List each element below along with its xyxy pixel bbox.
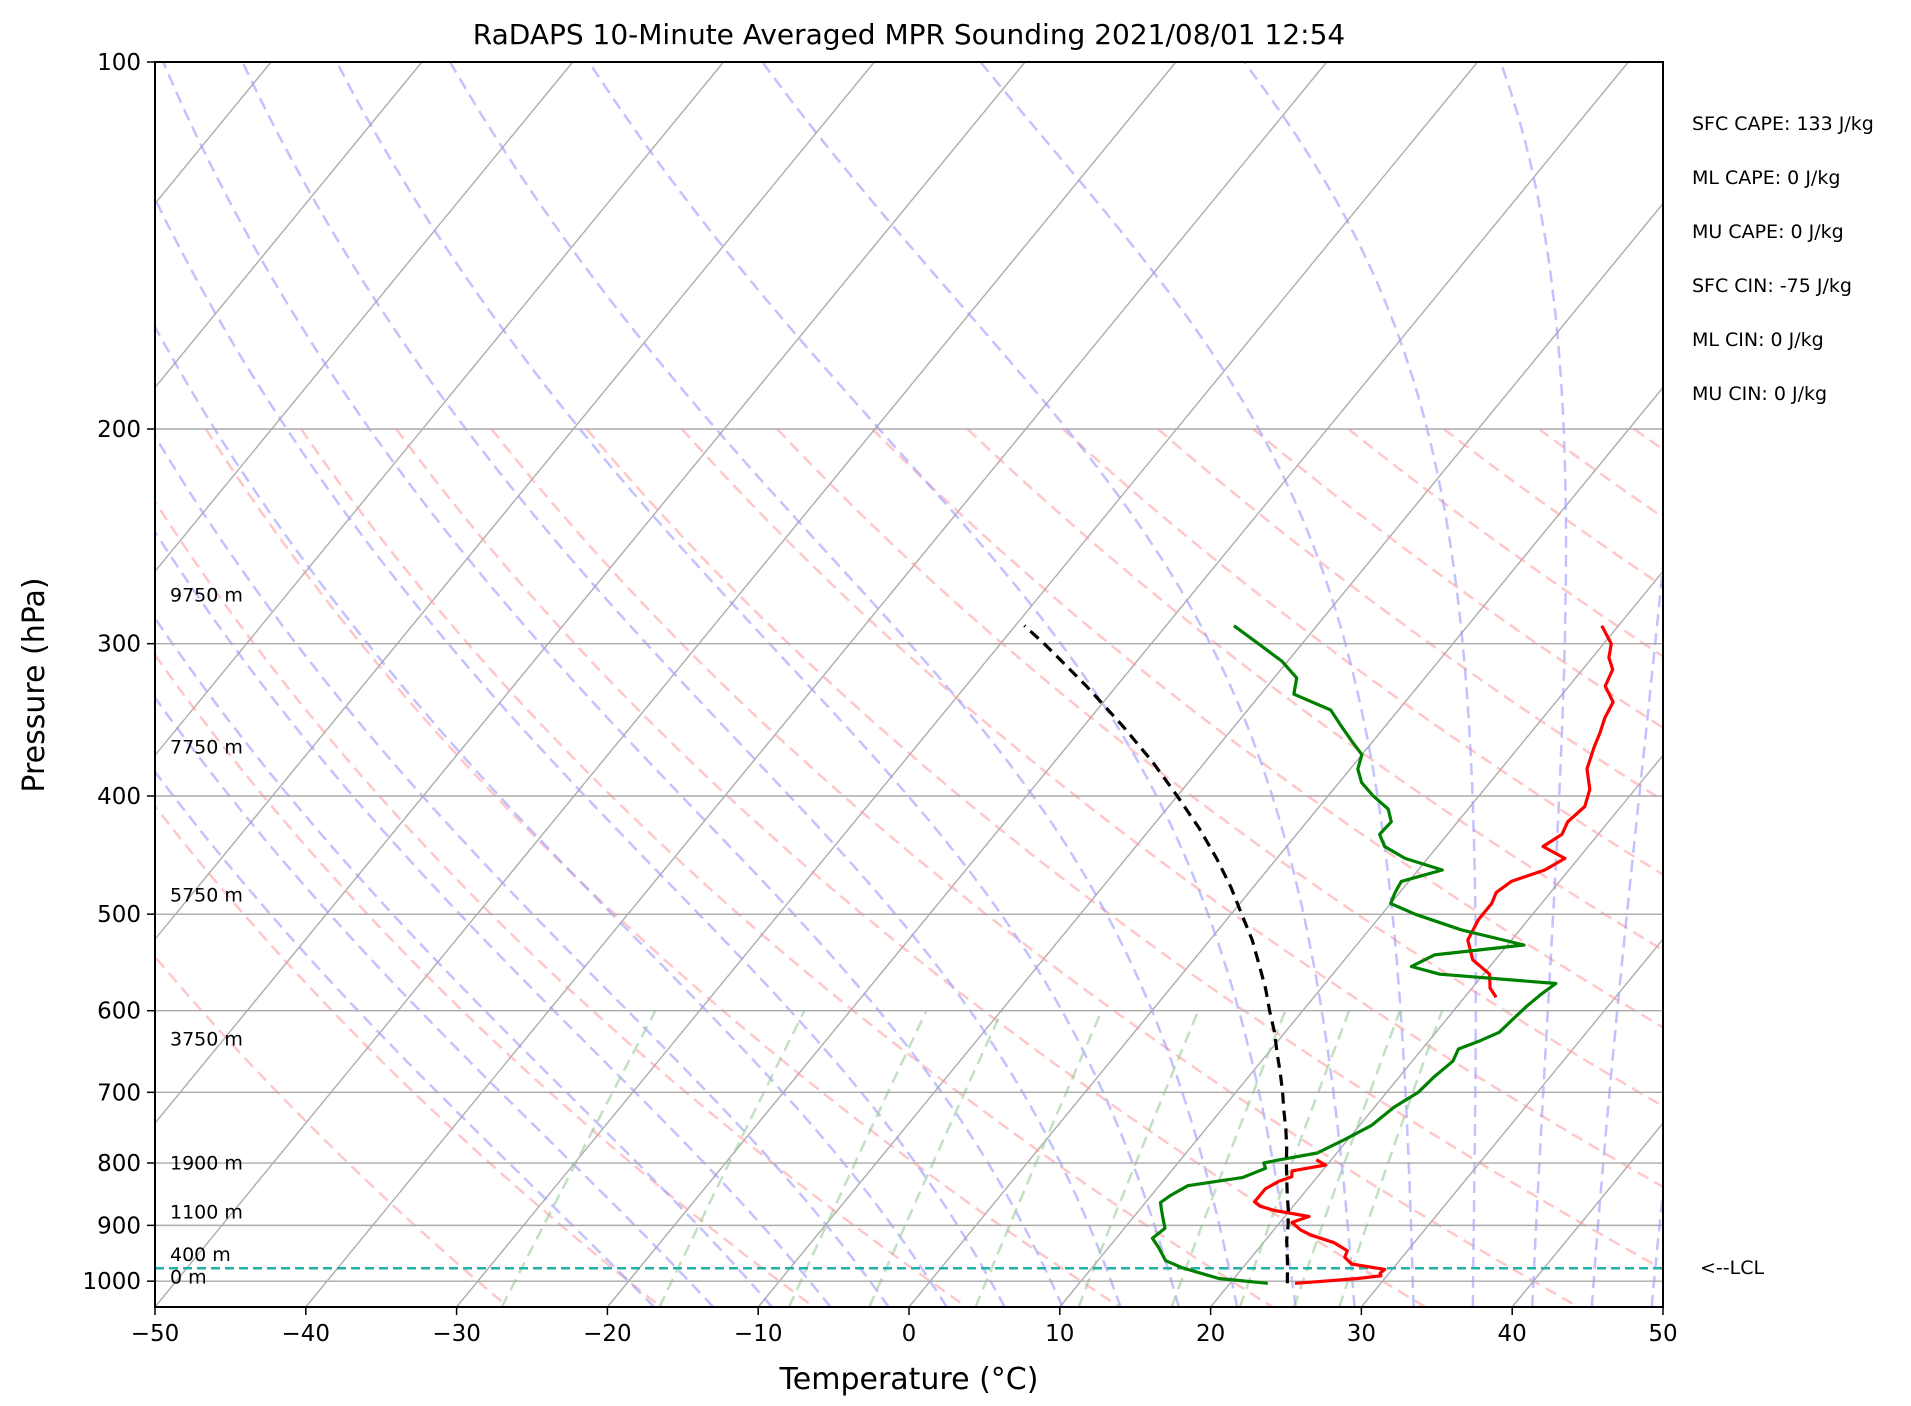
temperature-profile-line bbox=[1252, 1158, 1387, 1285]
moist-adiabat-line bbox=[155, 616, 774, 1307]
isotherm-line bbox=[908, 386, 1663, 1307]
height-label: 400 m bbox=[170, 1244, 231, 1266]
dry-adiabat-line bbox=[776, 428, 1663, 1108]
stability-index-label: SFC CAPE: 133 J/kg bbox=[1692, 113, 1874, 135]
x-tick-label: 0 bbox=[902, 1321, 917, 1347]
x-tick-label: −10 bbox=[734, 1321, 783, 1347]
data-profiles bbox=[155, 624, 1663, 1285]
x-axis-label: Temperature (°C) bbox=[779, 1362, 1039, 1397]
y-tick-label: 700 bbox=[97, 1080, 141, 1106]
dry-adiabat-line bbox=[680, 428, 1663, 1189]
isotherm-line bbox=[155, 62, 1026, 1125]
moist-adiabat-line bbox=[335, 62, 1181, 1307]
stability-index-label: ML CAPE: 0 J/kg bbox=[1692, 167, 1840, 189]
moist-adiabat-line bbox=[1243, 62, 1478, 1307]
dry-adiabat-line bbox=[155, 954, 509, 1307]
x-tick-label: 30 bbox=[1347, 1321, 1376, 1347]
isotherm-line bbox=[305, 62, 1328, 1307]
x-tick-label: 50 bbox=[1648, 1321, 1677, 1347]
moist-adiabat-line bbox=[1590, 553, 1663, 1307]
mixing-ratio-line bbox=[974, 1010, 1103, 1307]
isotherm-line bbox=[606, 62, 1629, 1307]
dry-adiabat-line bbox=[395, 428, 1427, 1307]
moist-adiabat-line bbox=[761, 62, 1356, 1307]
dry-adiabat-line bbox=[155, 652, 815, 1307]
moist-adiabat-line bbox=[155, 433, 890, 1307]
stability-index-label: MU CAPE: 0 J/kg bbox=[1692, 221, 1844, 243]
pressure-gridlines bbox=[155, 62, 1663, 1282]
dry-adiabat-line bbox=[155, 499, 968, 1307]
moist-adiabat-line bbox=[587, 62, 1297, 1307]
isotherm-line bbox=[1360, 938, 1663, 1307]
height-label: 9750 m bbox=[170, 584, 243, 606]
isotherm-line bbox=[155, 62, 1177, 1307]
y-tick-label: 1000 bbox=[82, 1269, 141, 1295]
isotherm-line bbox=[155, 62, 574, 573]
height-label: 5750 m bbox=[170, 884, 243, 906]
height-label: 1100 m bbox=[170, 1201, 243, 1223]
moist-adiabat-line bbox=[155, 324, 948, 1307]
isotherm-line bbox=[757, 202, 1663, 1307]
moist-adiabat-line bbox=[155, 769, 656, 1307]
x-tick-label: 40 bbox=[1498, 1321, 1527, 1347]
isotherm-line bbox=[155, 62, 725, 757]
moist-adiabat-line bbox=[1499, 62, 1568, 1307]
dewpoint-profile-line bbox=[1150, 624, 1558, 1285]
y-tick-label: 300 bbox=[97, 632, 141, 658]
isotherm-line bbox=[456, 62, 1479, 1307]
moist-adiabat-line bbox=[1650, 1181, 1663, 1307]
x-tick-label: −30 bbox=[432, 1321, 481, 1347]
moist-adiabat-line bbox=[155, 695, 715, 1307]
moist-adiabat-line bbox=[155, 529, 832, 1307]
x-tick-label: 10 bbox=[1045, 1321, 1074, 1347]
height-label: 0 m bbox=[170, 1266, 207, 1288]
dry-adiabat-line bbox=[1157, 428, 1663, 802]
stability-indices: SFC CAPE: 133 J/kg ML CAPE: 0 J/kg MU CAPE… bbox=[1692, 113, 1874, 405]
x-tick-label: 20 bbox=[1196, 1321, 1225, 1347]
background-reference-lines bbox=[155, 62, 1663, 1307]
moist-adiabat-line bbox=[162, 62, 1064, 1307]
y-tick-label: 400 bbox=[97, 784, 141, 810]
isotherm-line bbox=[155, 62, 875, 941]
y-tick-label: 100 bbox=[97, 50, 141, 76]
dry-adiabat-line bbox=[300, 428, 1274, 1307]
moist-adiabat-line bbox=[241, 62, 1122, 1307]
lcl-label: <--LCL bbox=[1700, 1257, 1764, 1279]
y-tick-label: 200 bbox=[97, 417, 141, 443]
isotherm-line bbox=[1210, 754, 1663, 1307]
chart-title: RaDAPS 10-Minute Averaged MPR Sounding 2… bbox=[473, 18, 1345, 51]
isotherm-line bbox=[155, 62, 423, 389]
isotherm-line bbox=[1059, 570, 1663, 1307]
stability-index-label: MU CIN: 0 J/kg bbox=[1692, 383, 1827, 405]
moist-adiabat-line bbox=[979, 62, 1415, 1307]
y-tick-label: 500 bbox=[97, 902, 141, 928]
y-tick-label: 900 bbox=[97, 1213, 141, 1239]
y-tick-label: 600 bbox=[97, 999, 141, 1025]
height-label: 1900 m bbox=[170, 1153, 243, 1175]
height-label: 7750 m bbox=[170, 736, 243, 758]
moist-adiabat-line bbox=[448, 62, 1239, 1307]
y-tick-label: 800 bbox=[97, 1151, 141, 1177]
x-tick-label: −40 bbox=[282, 1321, 331, 1347]
y-axis-label: Pressure (hPa) bbox=[17, 577, 52, 792]
dry-adiabat-line bbox=[155, 804, 662, 1307]
height-label: 3750 m bbox=[170, 1029, 243, 1051]
x-tick-label: −20 bbox=[583, 1321, 632, 1347]
dry-adiabat-line bbox=[966, 428, 1663, 952]
stability-index-label: ML CIN: 0 J/kg bbox=[1692, 329, 1824, 351]
dry-adiabat-line bbox=[1252, 428, 1663, 730]
parcel-profile-line bbox=[1023, 624, 1290, 1284]
stability-index-label: SFC CIN: -75 J/kg bbox=[1692, 275, 1852, 297]
dry-adiabat-line bbox=[490, 428, 1580, 1307]
moist-adiabat-line bbox=[155, 195, 1006, 1307]
x-tick-label: −50 bbox=[131, 1321, 180, 1347]
